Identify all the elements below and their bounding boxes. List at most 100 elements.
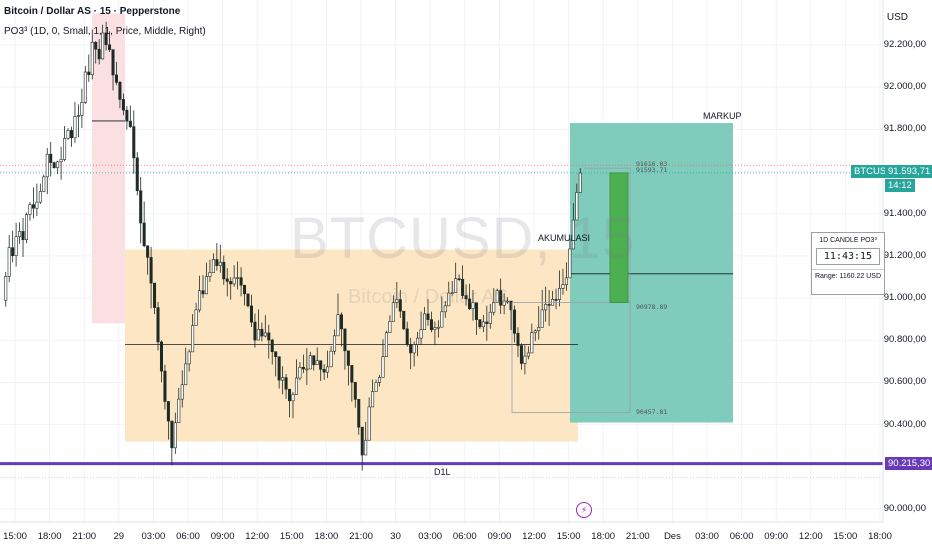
candle-body xyxy=(288,388,292,402)
candle-body xyxy=(149,257,153,284)
candle-body xyxy=(11,247,15,256)
candle-body xyxy=(111,49,115,76)
po3-open-label: 90978.89 xyxy=(636,302,668,311)
candle-body xyxy=(229,281,233,285)
candle-body xyxy=(499,290,503,306)
candle-body xyxy=(405,328,409,346)
price-tick-label: 92.000,00 xyxy=(883,81,926,93)
po3-candle-body xyxy=(609,172,629,303)
candle-body xyxy=(42,176,46,192)
candle-body xyxy=(236,277,240,279)
candle-body xyxy=(267,332,271,341)
candle-body xyxy=(364,439,368,456)
po3-close-label: 91593.71 xyxy=(636,166,668,175)
candle-body xyxy=(461,279,465,296)
markup-label: MARKUP xyxy=(703,111,742,121)
candle-body xyxy=(184,363,188,386)
candle-body xyxy=(516,333,520,346)
candle-body xyxy=(416,337,420,345)
candle-body xyxy=(488,311,492,324)
candle-body xyxy=(578,172,582,193)
candle-body xyxy=(28,204,32,215)
time-tick-label: 21:00 xyxy=(72,531,97,542)
candle-body xyxy=(135,157,139,192)
candle-body xyxy=(537,327,541,332)
candle-body xyxy=(305,368,309,371)
candle-body xyxy=(436,326,440,329)
candle-body xyxy=(502,300,506,306)
candle-body xyxy=(315,360,319,366)
candle-body xyxy=(204,276,208,295)
price-value-tag: 91.593,71 xyxy=(885,164,932,178)
candle-body xyxy=(357,399,361,428)
candle-body xyxy=(173,422,177,449)
candle-body xyxy=(492,302,496,313)
candle-body xyxy=(544,304,548,311)
candle-body xyxy=(59,159,63,163)
candle-body xyxy=(263,332,267,337)
candle-body xyxy=(339,314,343,330)
candle-body xyxy=(333,335,337,352)
candle-body xyxy=(260,329,264,337)
candle-body xyxy=(526,352,530,357)
candle-body xyxy=(94,41,98,50)
candle-body xyxy=(568,248,572,279)
time-tick-label: 15:00 xyxy=(3,531,27,542)
candle-body xyxy=(118,82,122,100)
candle-body xyxy=(156,307,160,343)
candle-body xyxy=(381,356,385,378)
po3-box-title: 1D CANDLE PO3³ xyxy=(819,237,877,244)
price-tick-label: 92.200,00 xyxy=(883,39,926,50)
candle-body xyxy=(298,366,302,379)
candle-body xyxy=(52,162,56,169)
candle-body xyxy=(159,341,163,372)
candle-body xyxy=(187,351,191,365)
time-tick-label: 06:00 xyxy=(176,531,200,542)
candle-body xyxy=(38,191,42,203)
candle-body xyxy=(18,231,22,238)
candle-body xyxy=(294,377,298,395)
candle-body xyxy=(73,116,77,139)
candle-body xyxy=(83,71,87,103)
price-tick-label: 91.400,00 xyxy=(883,207,926,219)
chart-title[interactable]: Bitcoin / Dollar AS · 15 · Pepperstone xyxy=(4,6,181,17)
candle-body xyxy=(177,398,181,424)
candle-body xyxy=(395,299,399,303)
candle-body xyxy=(253,321,257,341)
candle-body xyxy=(426,313,430,320)
candle-body xyxy=(329,350,333,368)
candle-body xyxy=(139,190,143,224)
lightning-icon[interactable]: ⚡ xyxy=(576,502,592,518)
candle-body xyxy=(485,321,489,324)
time-tick-label: 09:00 xyxy=(764,531,789,542)
candle-body xyxy=(301,366,305,370)
price-tick-label: 90.800,00 xyxy=(883,334,926,346)
candle-body xyxy=(90,41,94,76)
candle-body xyxy=(215,259,219,266)
po3-low-label: 90457.81 xyxy=(636,408,668,417)
currency-label[interactable]: USD xyxy=(886,12,908,23)
candle-body xyxy=(312,355,316,366)
candle-body xyxy=(201,290,205,295)
time-tick-label: 15:00 xyxy=(833,531,858,542)
candle-body xyxy=(108,44,112,50)
candle-body xyxy=(222,261,226,280)
candle-body xyxy=(457,278,461,280)
candle-body xyxy=(249,305,253,323)
candle-body xyxy=(419,329,423,339)
indicator-legend[interactable]: PO3³ (1D, 0, Small, 1, 1, Price, Middle,… xyxy=(4,26,206,37)
time-tick-label: 03:00 xyxy=(695,531,719,542)
candle-body xyxy=(198,290,202,311)
candle-body xyxy=(291,394,295,402)
candle-body xyxy=(512,309,517,334)
candle-body xyxy=(384,332,388,358)
candle-body xyxy=(104,32,108,46)
price-tick-label: 91.800,00 xyxy=(883,123,926,135)
candle-body xyxy=(443,305,447,313)
candle-body xyxy=(367,406,371,441)
time-tick-label: 03:00 xyxy=(141,531,166,542)
candle-body xyxy=(14,236,18,256)
candle-body xyxy=(374,382,378,392)
candle-body xyxy=(388,320,392,333)
